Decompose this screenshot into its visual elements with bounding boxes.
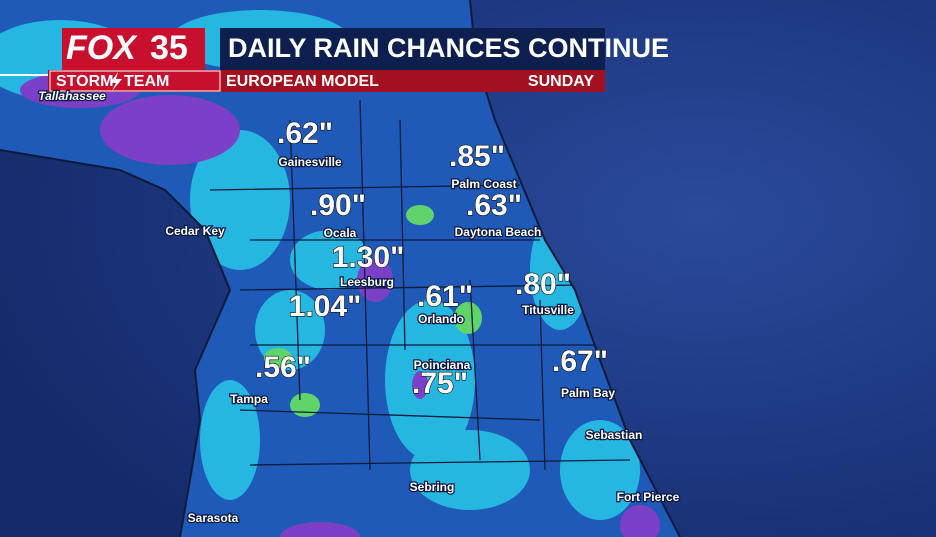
city-label: Leesburg [340, 275, 394, 289]
city-label: Palm Bay [561, 386, 615, 400]
rain-amount: .90" [310, 189, 366, 222]
logo-box [62, 28, 205, 70]
logo: FOX [66, 29, 138, 67]
logo-number: 35 [150, 29, 188, 67]
brand: STORM [56, 73, 113, 90]
gulf-coast [0, 149, 232, 537]
city-label: Sebring [410, 480, 455, 494]
brand-box [49, 70, 221, 92]
rain-amount: .85" [449, 140, 505, 173]
rain-amount: 1.04" [289, 290, 362, 323]
bolt-icon [110, 72, 122, 91]
city-label: Tallahassee [38, 89, 106, 103]
city-label: Cedar Key [165, 224, 225, 238]
rain-amount: 1.30" [332, 241, 405, 274]
city-label: Titusville [522, 303, 574, 317]
rain-amount: .62" [277, 117, 333, 150]
rain-amount: .63" [466, 189, 522, 222]
city-label: Poinciana [414, 358, 471, 372]
rain-amount: .75" [412, 367, 468, 400]
city-label: Sebastian [586, 428, 643, 442]
rain-amount: .56" [255, 351, 311, 384]
rain-amount: .61" [417, 280, 473, 313]
title: DAILY RAIN CHANCES CONTINUE [228, 33, 669, 63]
city-label: Ocala [324, 226, 357, 240]
title-bar [220, 28, 605, 70]
day: SUNDAY [528, 73, 594, 90]
city-label: Tampa [230, 392, 268, 406]
brand-2: TEAM [124, 73, 169, 90]
rain-amount: .80" [515, 268, 571, 301]
city-label: Fort Pierce [617, 490, 680, 504]
city-label: Gainesville [278, 155, 342, 169]
city-label: Palm Coast [451, 177, 516, 191]
rain-amount: .67" [552, 345, 608, 378]
city-label: Sarasota [188, 511, 239, 525]
city-label: Orlando [418, 312, 464, 326]
subtitle: EUROPEAN MODEL [226, 73, 379, 90]
city-label: Daytona Beach [455, 225, 542, 239]
